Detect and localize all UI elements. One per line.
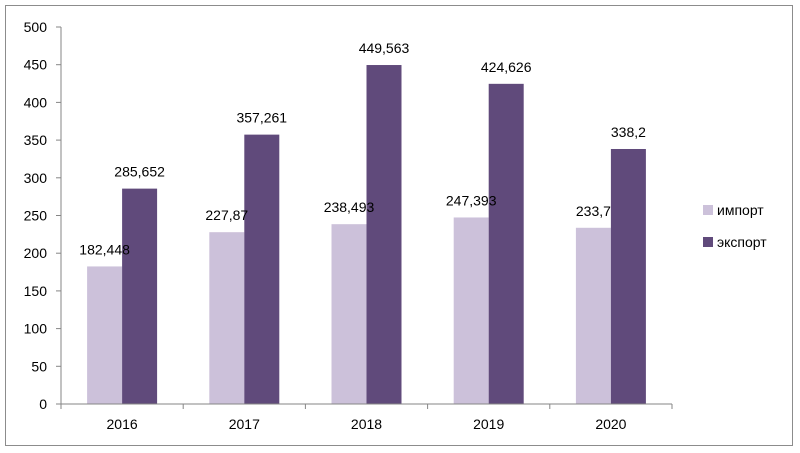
legend-label-export: экспорт bbox=[717, 234, 767, 250]
data-label-export: 338,2 bbox=[611, 124, 646, 140]
y-tick-label: 0 bbox=[39, 396, 47, 412]
bar-export-2018 bbox=[366, 65, 402, 405]
data-label-export: 285,652 bbox=[114, 164, 165, 180]
y-tick-label: 50 bbox=[31, 358, 47, 374]
legend-swatch-export bbox=[703, 237, 713, 247]
x-tick-label: 2020 bbox=[595, 416, 626, 432]
y-tick-label: 100 bbox=[24, 321, 48, 337]
x-tick-label: 2018 bbox=[351, 416, 382, 432]
x-tick-label: 2019 bbox=[473, 416, 504, 432]
data-label-import: 233,7 bbox=[576, 203, 611, 219]
x-tick-label: 2016 bbox=[107, 416, 138, 432]
y-tick-label: 350 bbox=[24, 132, 48, 148]
legend-swatch-import bbox=[703, 205, 713, 215]
bar-export-2017 bbox=[244, 134, 280, 405]
bar-export-2020 bbox=[610, 148, 646, 404]
legend-label-import: импорт bbox=[717, 202, 764, 218]
data-label-import: 227,87 bbox=[205, 207, 248, 223]
bar-import-2018 bbox=[331, 224, 367, 404]
y-tick-label: 300 bbox=[24, 170, 48, 186]
bar-import-2017 bbox=[209, 232, 245, 404]
bar-export-2016 bbox=[122, 188, 158, 404]
data-label-export: 357,261 bbox=[236, 110, 287, 126]
data-label-import: 247,393 bbox=[446, 192, 497, 208]
data-label-export: 449,563 bbox=[359, 40, 410, 56]
data-label-import: 238,493 bbox=[324, 199, 375, 215]
bar-export-2019 bbox=[488, 83, 524, 404]
y-tick-label: 250 bbox=[24, 208, 48, 224]
y-tick-label: 150 bbox=[24, 283, 48, 299]
y-tick-label: 200 bbox=[24, 245, 48, 261]
x-tick-label: 2017 bbox=[229, 416, 260, 432]
data-label-import: 182,448 bbox=[79, 241, 130, 257]
y-tick-label: 400 bbox=[24, 94, 48, 110]
bar-import-2019 bbox=[453, 217, 489, 404]
bar-import-2016 bbox=[87, 266, 123, 404]
data-label-export: 424,626 bbox=[481, 59, 532, 75]
bar-import-2020 bbox=[575, 227, 611, 404]
y-tick-label: 500 bbox=[24, 19, 48, 35]
y-tick-label: 450 bbox=[24, 57, 48, 73]
